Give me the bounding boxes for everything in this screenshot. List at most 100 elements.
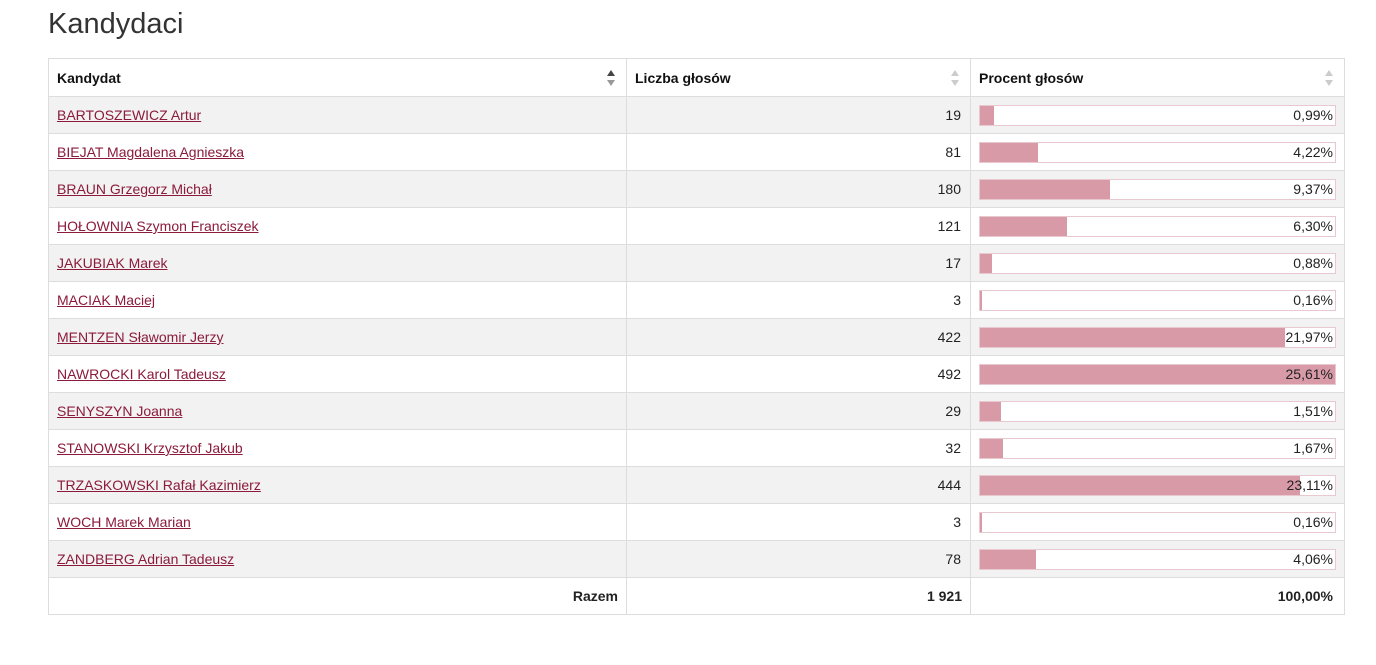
column-header-label: Liczba głosów [635, 69, 731, 86]
table-row: MENTZEN Sławomir Jerzy 422 21,97% [48, 318, 1345, 356]
votes-cell: 32 [626, 429, 971, 467]
column-header-label: Procent głosów [979, 69, 1084, 86]
percent-bar: 23,11% [979, 474, 1336, 496]
table-row: BRAUN Grzegorz Michał 180 9,37% [48, 170, 1345, 208]
percent-cell: 4,22% [970, 133, 1345, 171]
percent-cell: 0,88% [970, 244, 1345, 282]
percent-cell: 0,16% [970, 503, 1345, 541]
sort-icon[interactable] [1325, 69, 1334, 86]
percent-bar: 1,67% [979, 437, 1336, 459]
candidate-cell: MACIAK Maciej [48, 281, 627, 319]
candidate-link[interactable]: JAKUBIAK Marek [57, 255, 168, 271]
percent-bar: 0,16% [979, 511, 1336, 533]
candidate-link[interactable]: NAWROCKI Karol Tadeusz [57, 366, 226, 382]
percent-cell: 9,37% [970, 170, 1345, 208]
votes-cell: 78 [626, 540, 971, 578]
table-row: HOŁOWNIA Szymon Franciszek 121 6,30% [48, 207, 1345, 245]
percent-bar: 0,88% [979, 252, 1336, 274]
percent-bar: 4,22% [979, 141, 1336, 163]
column-header-label: Kandydat [57, 69, 121, 86]
percent-label: 6,30% [1293, 217, 1333, 234]
percent-bar: 4,06% [979, 548, 1336, 570]
votes-cell: 81 [626, 133, 971, 171]
candidate-cell: ZANDBERG Adrian Tadeusz [48, 540, 627, 578]
percent-label: 1,51% [1293, 402, 1333, 419]
votes-cell: 17 [626, 244, 971, 282]
candidate-cell: BRAUN Grzegorz Michał [48, 170, 627, 208]
candidate-cell: TRZASKOWSKI Rafał Kazimierz [48, 466, 627, 504]
percent-bar-fill [980, 475, 1301, 495]
percent-bar-fill [980, 401, 1001, 421]
candidate-link[interactable]: BARTOSZEWICZ Artur [57, 107, 202, 123]
table-row: NAWROCKI Karol Tadeusz 492 25,61% [48, 355, 1345, 393]
percent-bar-fill [980, 364, 1335, 384]
candidate-cell: BIEJAT Magdalena Agnieszka [48, 133, 627, 171]
sort-ascending-icon[interactable] [607, 69, 616, 86]
table-row: MACIAK Maciej 3 0,16% [48, 281, 1345, 319]
sort-icon[interactable] [951, 69, 960, 86]
percent-bar-fill [980, 179, 1110, 199]
candidate-cell: BARTOSZEWICZ Artur [48, 96, 627, 134]
table-row: BARTOSZEWICZ Artur 19 0,99% [48, 96, 1345, 134]
percent-bar-fill [980, 216, 1068, 236]
candidate-link[interactable]: WOCH Marek Marian [57, 514, 191, 530]
column-header-percent[interactable]: Procent głosów [970, 58, 1345, 97]
votes-cell: 422 [626, 318, 971, 356]
percent-bar: 6,30% [979, 215, 1336, 237]
table-row: JAKUBIAK Marek 17 0,88% [48, 244, 1345, 282]
candidate-link[interactable]: STANOWSKI Krzysztof Jakub [57, 440, 243, 456]
candidates-table: Kandydat Liczba głosów Procent głosów BA… [48, 58, 1345, 615]
candidate-cell: JAKUBIAK Marek [48, 244, 627, 282]
table-footer-row: Razem 1 921 100,00% [48, 577, 1345, 615]
candidate-link[interactable]: BRAUN Grzegorz Michał [57, 181, 212, 197]
candidate-cell: SENYSZYN Joanna [48, 392, 627, 430]
percent-cell: 6,30% [970, 207, 1345, 245]
total-votes: 1 921 [626, 577, 971, 615]
candidate-link[interactable]: ZANDBERG Adrian Tadeusz [57, 551, 235, 567]
percent-label: 0,88% [1293, 254, 1333, 271]
percent-cell: 25,61% [970, 355, 1345, 393]
page-title: Kandydaci [48, 8, 184, 40]
votes-cell: 19 [626, 96, 971, 134]
percent-label: 23,11% [1286, 476, 1333, 493]
percent-label: 4,22% [1293, 143, 1333, 160]
percent-bar-fill [980, 512, 983, 532]
candidate-cell: STANOWSKI Krzysztof Jakub [48, 429, 627, 467]
table-row: TRZASKOWSKI Rafał Kazimierz 444 23,11% [48, 466, 1345, 504]
percent-bar: 0,16% [979, 289, 1336, 311]
candidate-link[interactable]: MACIAK Maciej [57, 292, 156, 308]
percent-label: 0,16% [1293, 291, 1333, 308]
percent-label: 25,61% [1285, 365, 1333, 382]
votes-cell: 180 [626, 170, 971, 208]
percent-cell: 4,06% [970, 540, 1345, 578]
candidate-link[interactable]: MENTZEN Sławomir Jerzy [57, 329, 224, 345]
candidate-link[interactable]: TRZASKOWSKI Rafał Kazimierz [57, 477, 261, 493]
percent-bar-fill [980, 549, 1037, 569]
percent-cell: 21,97% [970, 318, 1345, 356]
percent-bar-fill [980, 253, 993, 273]
total-percent: 100,00% [970, 577, 1345, 615]
percent-bar-fill [980, 438, 1004, 458]
candidate-link[interactable]: BIEJAT Magdalena Agnieszka [57, 144, 245, 160]
votes-cell: 29 [626, 392, 971, 430]
percent-bar: 0,99% [979, 104, 1336, 126]
column-header-candidate[interactable]: Kandydat [48, 58, 627, 97]
percent-bar: 25,61% [979, 363, 1336, 385]
percent-label: 21,97% [1285, 328, 1333, 345]
table-header-row: Kandydat Liczba głosów Procent głosów [48, 58, 1345, 97]
column-header-votes[interactable]: Liczba głosów [626, 58, 971, 97]
candidate-link[interactable]: SENYSZYN Joanna [57, 403, 183, 419]
candidate-cell: WOCH Marek Marian [48, 503, 627, 541]
percent-label: 9,37% [1293, 180, 1333, 197]
table-row: SENYSZYN Joanna 29 1,51% [48, 392, 1345, 430]
percent-cell: 23,11% [970, 466, 1345, 504]
table-row: BIEJAT Magdalena Agnieszka 81 4,22% [48, 133, 1345, 171]
percent-cell: 0,99% [970, 96, 1345, 134]
candidate-link[interactable]: HOŁOWNIA Szymon Franciszek [57, 218, 259, 234]
percent-label: 0,16% [1293, 513, 1333, 530]
percent-label: 0,99% [1293, 106, 1333, 123]
table-row: STANOWSKI Krzysztof Jakub 32 1,67% [48, 429, 1345, 467]
total-label: Razem [48, 577, 627, 615]
votes-cell: 3 [626, 503, 971, 541]
percent-bar-fill [980, 105, 994, 125]
